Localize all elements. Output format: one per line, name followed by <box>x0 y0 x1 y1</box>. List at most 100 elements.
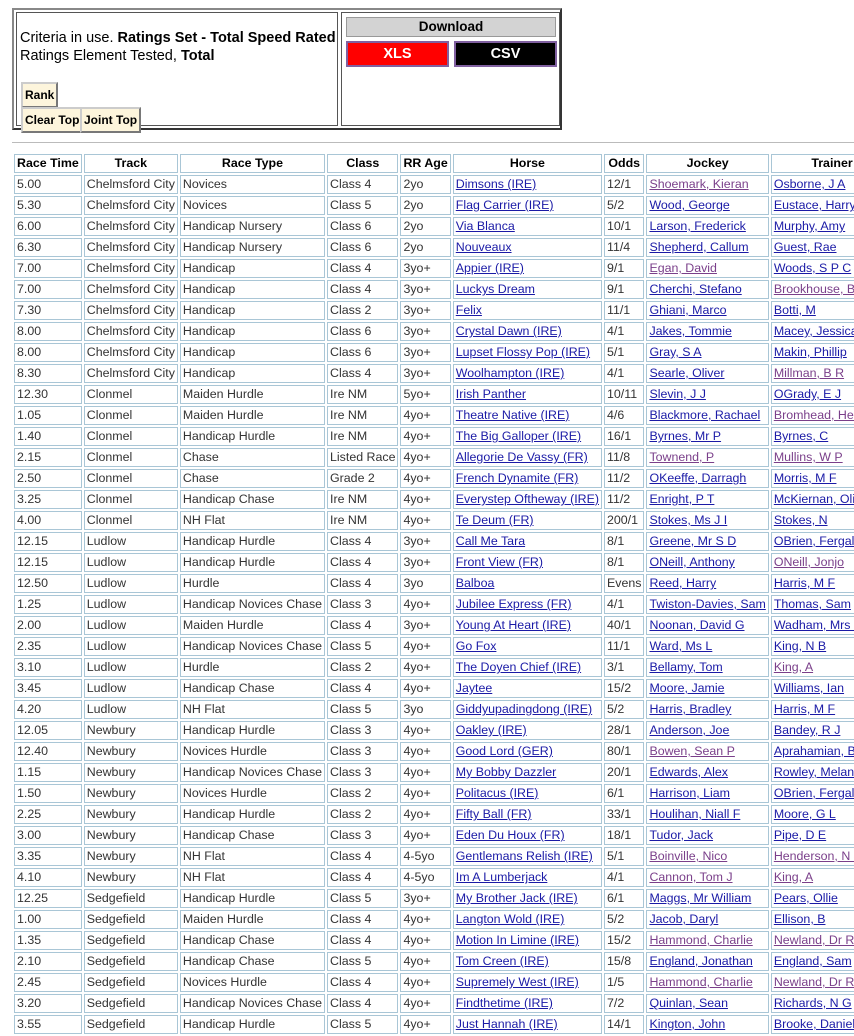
jockey-link[interactable]: Shoemark, Kieran <box>649 177 749 191</box>
trainer-link[interactable]: Harris, M F <box>773 576 836 590</box>
horse-link[interactable]: Jubilee Express (FR) <box>455 597 572 611</box>
jockey-link[interactable]: Maggs, Mr William <box>649 891 752 905</box>
horse-link[interactable]: Oakley (IRE) <box>455 723 527 737</box>
jockey-link[interactable]: Harrison, Liam <box>649 786 731 800</box>
jockey-link[interactable]: Hammond, Charlie <box>649 933 753 947</box>
trainer-link[interactable]: Bromhead, Henry De <box>773 408 854 422</box>
jockey-link[interactable]: Jakes, Tommie <box>649 324 732 338</box>
horse-link[interactable]: Giddyupadingdong (IRE) <box>455 702 593 716</box>
horse-link[interactable]: The Big Galloper (IRE) <box>455 429 582 443</box>
horse-link[interactable]: Appier (IRE) <box>455 261 524 275</box>
csv-download-button[interactable]: CSV <box>454 41 557 67</box>
header-track[interactable]: Track <box>83 154 178 173</box>
trainer-link[interactable]: Murphy, Amy <box>773 219 846 233</box>
horse-link[interactable]: The Doyen Chief (IRE) <box>455 660 582 674</box>
trainer-link[interactable]: Pipe, D E <box>773 828 827 842</box>
header-odds[interactable]: Odds <box>604 154 645 173</box>
horse-link[interactable]: Nouveaux <box>455 240 512 254</box>
horse-link[interactable]: Te Deum (FR) <box>455 513 534 527</box>
jockey-link[interactable]: England, Jonathan <box>649 954 753 968</box>
horse-link[interactable]: Crystal Dawn (IRE) <box>455 324 562 338</box>
trainer-link[interactable]: Thomas, Sam <box>773 597 851 611</box>
horse-link[interactable]: Woolhampton (IRE) <box>455 366 565 380</box>
trainer-link[interactable]: King, A <box>773 660 814 674</box>
horse-link[interactable]: My Bobby Dazzler <box>455 765 557 779</box>
trainer-link[interactable]: ONeill, Jonjo <box>773 555 845 569</box>
trainer-link[interactable]: Henderson, N J <box>773 849 854 863</box>
trainer-link[interactable]: Byrnes, C <box>773 429 829 443</box>
trainer-link[interactable]: OBrien, Fergal <box>773 786 854 800</box>
horse-link[interactable]: Call Me Tara <box>455 534 526 548</box>
jockey-link[interactable]: Moore, Jamie <box>649 681 725 695</box>
jockey-link[interactable]: Blackmore, Rachael <box>649 408 761 422</box>
horse-link[interactable]: Felix <box>455 303 482 317</box>
horse-link[interactable]: Front View (FR) <box>455 555 543 569</box>
trainer-link[interactable]: OGrady, E J <box>773 387 842 401</box>
trainer-link[interactable]: Mullins, W P <box>773 450 843 464</box>
trainer-link[interactable]: Brookhouse, B <box>773 282 854 296</box>
trainer-link[interactable]: Brooke, Daniel <box>773 1017 854 1031</box>
horse-link[interactable]: Flag Carrier (IRE) <box>455 198 554 212</box>
horse-link[interactable]: Irish Panther <box>455 387 527 401</box>
jockey-link[interactable]: ONeill, Anthony <box>649 555 735 569</box>
horse-link[interactable]: Good Lord (GER) <box>455 744 553 758</box>
header-race-type[interactable]: Race Type <box>179 154 326 173</box>
horse-link[interactable]: Allegorie De Vassy (FR) <box>455 450 588 464</box>
jockey-link[interactable]: Gray, S A <box>649 345 702 359</box>
trainer-link[interactable]: Millman, B R <box>773 366 845 380</box>
jockey-link[interactable]: Byrnes, Mr P <box>649 429 722 443</box>
trainer-link[interactable]: Richards, N G <box>773 996 852 1010</box>
horse-link[interactable]: Luckys Dream <box>455 282 535 296</box>
trainer-link[interactable]: Eustace, Harry <box>773 198 854 212</box>
trainer-link[interactable]: Rowley, Melanie <box>773 765 854 779</box>
jockey-link[interactable]: Houlihan, Niall F <box>649 807 741 821</box>
trainer-link[interactable]: Morris, M F <box>773 471 837 485</box>
horse-link[interactable]: Theatre Native (IRE) <box>455 408 570 422</box>
trainer-link[interactable]: McKiernan, Oliver <box>773 492 854 506</box>
rank-button[interactable]: Rank <box>21 82 59 108</box>
trainer-link[interactable]: Williams, Ian <box>773 681 845 695</box>
trainer-link[interactable]: Pears, Ollie <box>773 891 838 905</box>
xls-download-button[interactable]: XLS <box>346 41 449 67</box>
trainer-link[interactable]: Stokes, N <box>773 513 828 527</box>
horse-link[interactable]: Eden Du Houx (FR) <box>455 828 565 842</box>
trainer-link[interactable]: King, N B <box>773 639 827 653</box>
horse-link[interactable]: Lupset Flossy Pop (IRE) <box>455 345 591 359</box>
jockey-link[interactable]: Stokes, Ms J I <box>649 513 728 527</box>
horse-link[interactable]: Findthetime (IRE) <box>455 996 553 1010</box>
jockey-link[interactable]: Twiston-Davies, Sam <box>649 597 766 611</box>
jockey-link[interactable]: Ward, Ms L <box>649 639 713 653</box>
trainer-link[interactable]: Bandey, R J <box>773 723 841 737</box>
horse-link[interactable]: My Brother Jack (IRE) <box>455 891 578 905</box>
jockey-link[interactable]: Slevin, J J <box>649 387 706 401</box>
horse-link[interactable]: Langton Wold (IRE) <box>455 912 565 926</box>
header-rr-age[interactable]: RR Age <box>400 154 451 173</box>
horse-link[interactable]: Just Hannah (IRE) <box>455 1017 558 1031</box>
horse-link[interactable]: Dimsons (IRE) <box>455 177 537 191</box>
jockey-link[interactable]: Quinlan, Sean <box>649 996 728 1010</box>
horse-link[interactable]: French Dynamite (FR) <box>455 471 579 485</box>
trainer-link[interactable]: Aprahamian, Billy <box>773 744 854 758</box>
trainer-link[interactable]: Newland, Dr R D P <box>773 933 854 947</box>
horse-link[interactable]: Motion In Limine (IRE) <box>455 933 580 947</box>
jockey-link[interactable]: Kington, John <box>649 1017 726 1031</box>
horse-link[interactable]: Young At Heart (IRE) <box>455 618 572 632</box>
joint-top-button[interactable]: Joint Top <box>80 107 142 133</box>
jockey-link[interactable]: Hammond, Charlie <box>649 975 753 989</box>
jockey-link[interactable]: OKeeffe, Darragh <box>649 471 747 485</box>
trainer-link[interactable]: Newland, Dr R D P <box>773 975 854 989</box>
horse-link[interactable]: Supremely West (IRE) <box>455 975 579 989</box>
jockey-link[interactable]: Noonan, David G <box>649 618 745 632</box>
jockey-link[interactable]: Tudor, Jack <box>649 828 714 842</box>
header-class[interactable]: Class <box>327 154 399 173</box>
jockey-link[interactable]: Larson, Frederick <box>649 219 746 233</box>
jockey-link[interactable]: Greene, Mr S D <box>649 534 737 548</box>
trainer-link[interactable]: Botti, M <box>773 303 816 317</box>
trainer-link[interactable]: Wadham, Mrs L <box>773 618 854 632</box>
jockey-link[interactable]: Bellamy, Tom <box>649 660 723 674</box>
jockey-link[interactable]: Cherchi, Stefano <box>649 282 742 296</box>
trainer-link[interactable]: King, A <box>773 870 814 884</box>
horse-link[interactable]: Balboa <box>455 576 495 590</box>
jockey-link[interactable]: Wood, George <box>649 198 730 212</box>
jockey-link[interactable]: Cannon, Tom J <box>649 870 733 884</box>
